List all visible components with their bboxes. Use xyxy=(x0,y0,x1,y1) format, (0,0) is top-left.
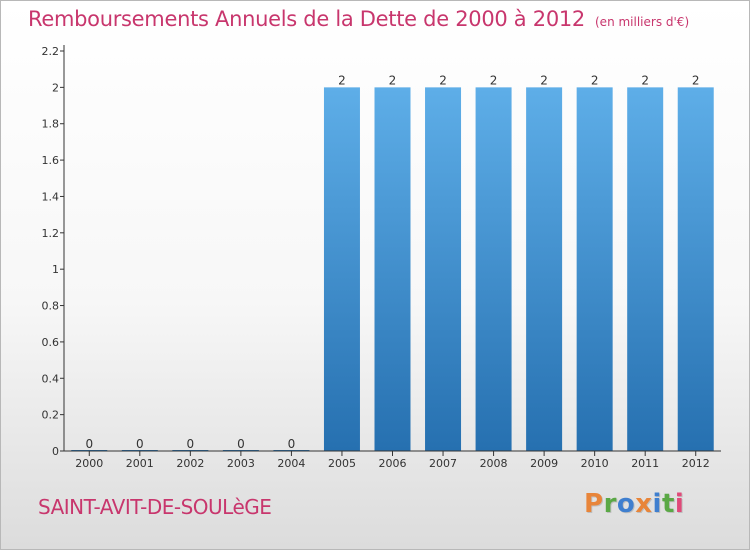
x-tick-label: 2000 xyxy=(75,457,103,470)
y-tick-label: 0 xyxy=(52,445,59,458)
bar xyxy=(627,87,664,451)
data-label: 2 xyxy=(439,73,447,87)
y-tick-label: 0.4 xyxy=(42,372,60,385)
logo-letter: x xyxy=(635,489,653,519)
y-tick-label: 1.6 xyxy=(42,154,60,167)
y-tick-label: 2.2 xyxy=(42,45,60,58)
x-tick-label: 2008 xyxy=(480,457,508,470)
commune-name: SAINT-AVIT-DE-SOULèGE xyxy=(38,495,272,519)
x-tick-label: 2012 xyxy=(682,457,710,470)
bar xyxy=(425,87,462,451)
x-tick-label: 2007 xyxy=(429,457,457,470)
data-label: 0 xyxy=(85,437,93,451)
y-tick-label: 1.2 xyxy=(42,227,60,240)
data-label: 2 xyxy=(338,73,346,87)
axes-group xyxy=(60,45,721,456)
bar xyxy=(475,87,512,451)
logo-letter: i xyxy=(674,489,685,519)
chart-title: Remboursements Annuels de la Dette de 20… xyxy=(28,7,689,31)
y-tick-label: 0.2 xyxy=(42,409,60,422)
chart-subtitle: (en milliers d'€) xyxy=(595,15,690,29)
y-tick-label: 0.8 xyxy=(42,300,60,313)
data-label: 2 xyxy=(641,73,649,87)
x-tick-label: 2003 xyxy=(227,457,255,470)
y-tick-label: 1 xyxy=(52,263,59,276)
data-label: 2 xyxy=(692,73,700,87)
chart-title-text: Remboursements Annuels de la Dette de 20… xyxy=(28,7,585,31)
bar xyxy=(374,87,411,451)
x-tick-label: 2011 xyxy=(631,457,659,470)
x-tick-label: 2004 xyxy=(277,457,305,470)
data-label: 0 xyxy=(237,437,245,451)
x-tick-label: 2001 xyxy=(126,457,154,470)
x-tick-label: 2009 xyxy=(530,457,558,470)
data-label: 2 xyxy=(389,73,397,87)
bar xyxy=(576,87,613,451)
data-label: 0 xyxy=(288,437,296,451)
logo-letter: r xyxy=(603,489,617,519)
data-label: 2 xyxy=(591,73,599,87)
y-tick-label: 1.8 xyxy=(42,118,60,131)
y-tick-label: 1.4 xyxy=(42,190,60,203)
logo-letter: o xyxy=(616,489,636,519)
bar xyxy=(323,87,360,451)
y-tick-label: 2 xyxy=(52,81,59,94)
x-tick-label: 2002 xyxy=(176,457,204,470)
y-tick-label: 0.6 xyxy=(42,336,60,349)
x-tick-label: 2006 xyxy=(379,457,407,470)
x-tick-label: 2005 xyxy=(328,457,356,470)
logo-letter: P xyxy=(584,489,604,519)
logo-letter: t xyxy=(661,489,675,519)
data-label: 2 xyxy=(490,73,498,87)
x-tick-label: 2010 xyxy=(581,457,609,470)
bar xyxy=(526,87,563,451)
bar xyxy=(677,87,714,451)
proxiti-logo[interactable]: Proxiti xyxy=(584,489,684,519)
logo-letter: i xyxy=(652,489,662,519)
data-label: 0 xyxy=(136,437,144,451)
bars-group xyxy=(71,87,714,451)
labels-group: 00.20.40.60.811.21.41.61.822.22000020010… xyxy=(42,45,710,470)
data-label: 0 xyxy=(187,437,195,451)
data-label: 2 xyxy=(540,73,548,87)
